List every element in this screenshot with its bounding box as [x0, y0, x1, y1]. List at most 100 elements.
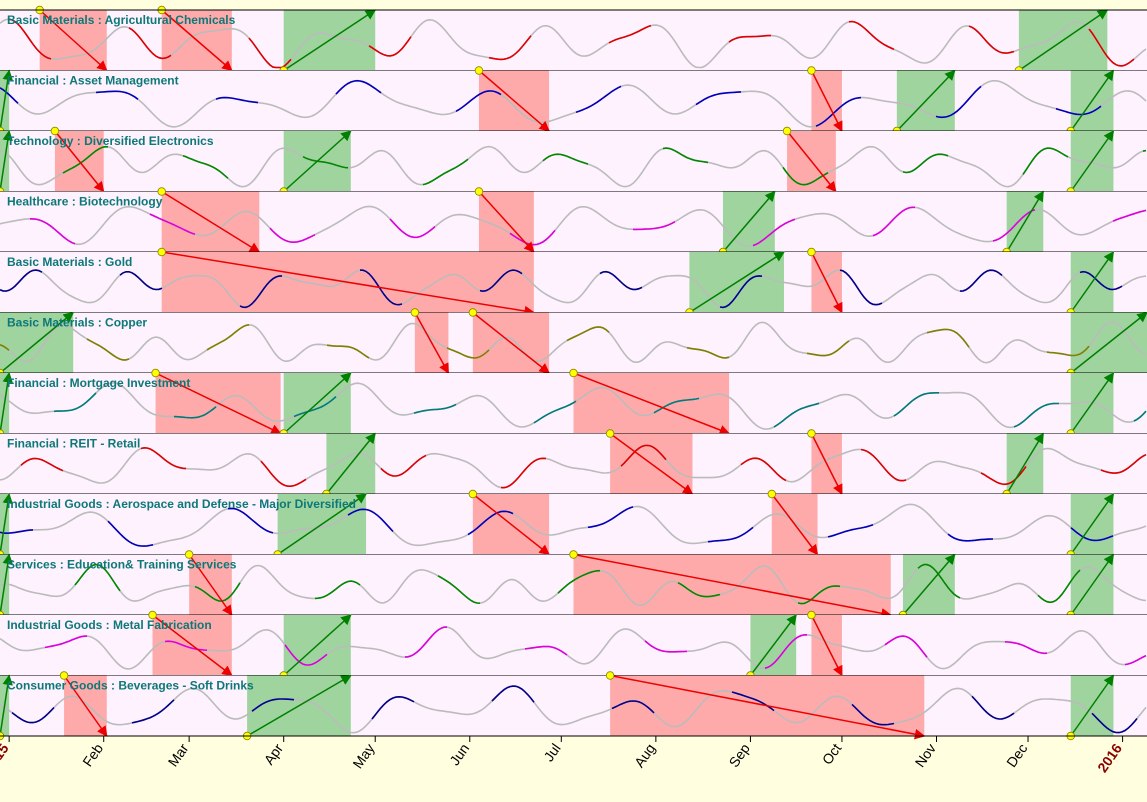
uptrend-arrow: [0, 129, 13, 192]
panel-title: Technology : Diversified Electronics: [7, 134, 214, 148]
uptrend-arrow: [0, 553, 13, 616]
signal-marker: [184, 550, 194, 559]
sector-curve-highlight: [0, 506, 1114, 547]
sector-panel: Financial : REIT - Retail: [0, 429, 1147, 499]
panel-title: Healthcare : Biotechnology: [7, 195, 163, 209]
panel-title: Financial : Mortgage Investment: [7, 376, 190, 390]
uptrend-arrow: [0, 311, 75, 374]
uptrend-arrow: [277, 493, 367, 556]
panel-title: Services : Education& Training Services: [7, 558, 237, 572]
downtrend-arrow: [771, 493, 819, 556]
uptrend-arrow: [1070, 674, 1115, 737]
signal-marker: [50, 126, 60, 136]
signal-marker: [151, 368, 160, 378]
downtrend-arrow: [810, 433, 843, 495]
signal-marker: [807, 66, 816, 75]
sector-panel: Technology : Diversified Electronics: [0, 126, 1147, 196]
downtrend-arrow: [39, 9, 108, 72]
panel-background: [0, 70, 1147, 131]
sector-panel: Services : Education& Training Services: [0, 550, 1147, 620]
sector-panel: Healthcare : Biotechnology: [0, 187, 1147, 257]
uptrend-arrow: [0, 674, 13, 737]
downtrend-arrow: [161, 190, 261, 253]
panel-background: [0, 433, 1147, 494]
signal-marker: [807, 247, 816, 257]
panel-title: Industrial Goods : Aerospace and Defense…: [7, 497, 356, 511]
downtrend-arrow: [414, 312, 450, 374]
downtrend-arrow: [152, 614, 233, 677]
signal-marker: [410, 308, 420, 317]
downtrend-arrow: [472, 311, 550, 374]
sector-panel: Industrial Goods : Aerospace and Defense…: [0, 489, 1147, 559]
panel-title: Consumer Goods : Beverages - Soft Drinks: [7, 679, 254, 693]
uptrend-arrow: [1006, 190, 1044, 253]
uptrend-arrow: [283, 9, 377, 72]
signal-marker: [157, 187, 166, 196]
sector-panel: Basic Materials : Agricultural Chemicals: [0, 5, 1147, 75]
sector-curve-highlight: [62, 145, 1147, 186]
uptrend-arrow: [0, 492, 13, 555]
sector-curve-highlight: [74, 563, 1081, 605]
panel-title: Basic Materials : Agricultural Chemicals: [7, 13, 236, 27]
downtrend-arrow: [54, 130, 105, 193]
signal-marker: [148, 610, 157, 620]
uptrend-arrow: [0, 69, 13, 132]
downtrend-arrow: [609, 432, 694, 495]
signal-marker: [468, 489, 478, 499]
signal-marker: [468, 308, 478, 317]
uptrend-arrow: [246, 674, 352, 737]
uptrend-arrow: [722, 190, 776, 253]
uptrend-arrow: [689, 251, 785, 314]
uptrend-arrow: [749, 614, 797, 676]
uptrend-arrow: [1006, 432, 1044, 495]
downtrend-arrow: [155, 372, 282, 435]
downtrend-arrow: [161, 251, 535, 317]
uptrend-arrow: [283, 130, 352, 193]
panels-layer: Basic Materials : Agricultural Chemicals…: [0, 5, 1147, 741]
panel-background: [0, 312, 1147, 373]
sector-panel: Industrial Goods : Metal Fabrication: [0, 610, 1147, 680]
signal-marker: [807, 610, 816, 620]
panel-title: Industrial Goods : Metal Fabrication: [7, 618, 212, 632]
downtrend-arrow: [573, 553, 892, 619]
uptrend-arrow: [1070, 493, 1115, 555]
downtrend-arrow: [786, 130, 837, 193]
sector-panel: Basic Materials : Gold: [0, 247, 1147, 317]
uptrend-arrow: [0, 371, 13, 434]
uptrend-arrow: [325, 432, 376, 495]
signal-marker: [807, 429, 816, 438]
trend-curve: [0, 685, 1147, 734]
sector-panel: Consumer Goods : Beverages - Soft Drinks: [0, 671, 1147, 741]
sector-panel: Financial : Mortgage Investment: [0, 368, 1147, 438]
signal-marker: [474, 66, 484, 75]
uptrend-arrow: [902, 553, 956, 616]
downtrend-arrow: [810, 70, 843, 132]
uptrend-arrow: [1070, 251, 1115, 313]
sector-curve-highlight: [0, 269, 1123, 309]
uptrend-arrow: [1070, 69, 1115, 132]
downtrend-arrow: [188, 554, 233, 616]
uptrend-arrow: [283, 614, 352, 677]
signal-marker: [59, 671, 69, 680]
uptrend-arrow: [1018, 9, 1109, 72]
sector-curve-highlight: [44, 626, 1147, 669]
panel-title: Basic Materials : Copper: [7, 316, 147, 330]
sector-curve-highlight: [0, 79, 1102, 127]
downtrend-arrow: [472, 493, 550, 556]
uptrend-arrow: [896, 69, 956, 132]
signal-marker: [605, 671, 615, 680]
trend-curve: [0, 18, 1147, 69]
downtrend-arrow: [810, 251, 843, 314]
downtrend-arrow: [478, 190, 535, 253]
signal-marker: [569, 550, 578, 559]
uptrend-arrow: [283, 372, 352, 435]
downtrend-arrow: [63, 675, 108, 737]
uptrend-arrow: [1070, 130, 1115, 192]
sector-curve-highlight: [11, 685, 1138, 734]
panel-title: Financial : Asset Management: [7, 74, 179, 88]
sector-panel: Basic Materials : Copper: [0, 308, 1147, 378]
sector-curve-highlight: [0, 324, 1090, 361]
signal-marker: [605, 429, 615, 438]
signal-marker: [767, 489, 776, 499]
